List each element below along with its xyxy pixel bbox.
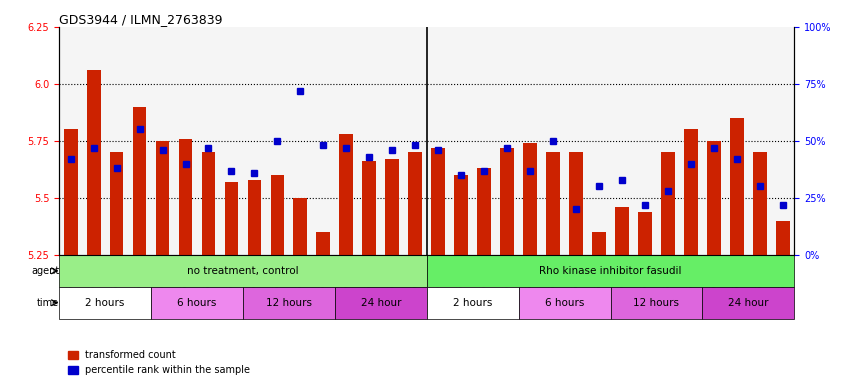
Bar	[362, 161, 376, 255]
Bar	[592, 232, 605, 255]
Bar	[178, 139, 192, 255]
Bar	[408, 152, 422, 255]
Bar	[316, 232, 330, 255]
FancyBboxPatch shape	[59, 255, 426, 287]
Text: GDS3944 / ILMN_2763839: GDS3944 / ILMN_2763839	[59, 13, 222, 26]
Bar	[202, 152, 215, 255]
Bar	[660, 152, 674, 255]
Text: 12 hours: 12 hours	[633, 298, 679, 308]
Bar	[545, 152, 560, 255]
Bar	[133, 107, 146, 255]
Bar	[430, 148, 445, 255]
Bar	[270, 175, 284, 255]
Text: agent: agent	[31, 266, 59, 276]
Bar	[522, 143, 537, 255]
Bar	[385, 159, 398, 255]
Bar	[247, 180, 261, 255]
Text: 2 hours: 2 hours	[85, 298, 125, 308]
FancyBboxPatch shape	[701, 287, 793, 319]
FancyBboxPatch shape	[243, 287, 334, 319]
Text: 2 hours: 2 hours	[452, 298, 492, 308]
Bar	[637, 212, 651, 255]
FancyBboxPatch shape	[609, 287, 701, 319]
Bar	[155, 141, 169, 255]
Bar	[87, 70, 100, 255]
Bar	[752, 152, 766, 255]
Bar	[569, 152, 582, 255]
Bar	[684, 129, 697, 255]
Bar	[293, 198, 307, 255]
Bar	[477, 168, 490, 255]
Text: no treatment, control: no treatment, control	[187, 266, 299, 276]
Bar	[614, 207, 628, 255]
FancyBboxPatch shape	[59, 287, 151, 319]
Text: 6 hours: 6 hours	[177, 298, 216, 308]
Bar	[63, 129, 78, 255]
Legend: transformed count, percentile rank within the sample: transformed count, percentile rank withi…	[64, 346, 254, 379]
FancyBboxPatch shape	[518, 287, 609, 319]
Text: 24 hour: 24 hour	[728, 298, 768, 308]
Bar	[454, 175, 468, 255]
Bar	[339, 134, 353, 255]
Bar	[225, 182, 238, 255]
FancyBboxPatch shape	[334, 287, 426, 319]
Text: time: time	[37, 298, 59, 308]
Bar	[706, 141, 720, 255]
Text: 24 hour: 24 hour	[360, 298, 401, 308]
FancyBboxPatch shape	[426, 287, 518, 319]
Bar	[110, 152, 123, 255]
Text: 6 hours: 6 hours	[544, 298, 583, 308]
FancyBboxPatch shape	[151, 287, 243, 319]
Bar	[775, 221, 789, 255]
Text: Rho kinase inhibitor fasudil: Rho kinase inhibitor fasudil	[538, 266, 681, 276]
Bar	[500, 148, 513, 255]
Bar	[729, 118, 743, 255]
Text: 12 hours: 12 hours	[266, 298, 311, 308]
FancyBboxPatch shape	[426, 255, 793, 287]
